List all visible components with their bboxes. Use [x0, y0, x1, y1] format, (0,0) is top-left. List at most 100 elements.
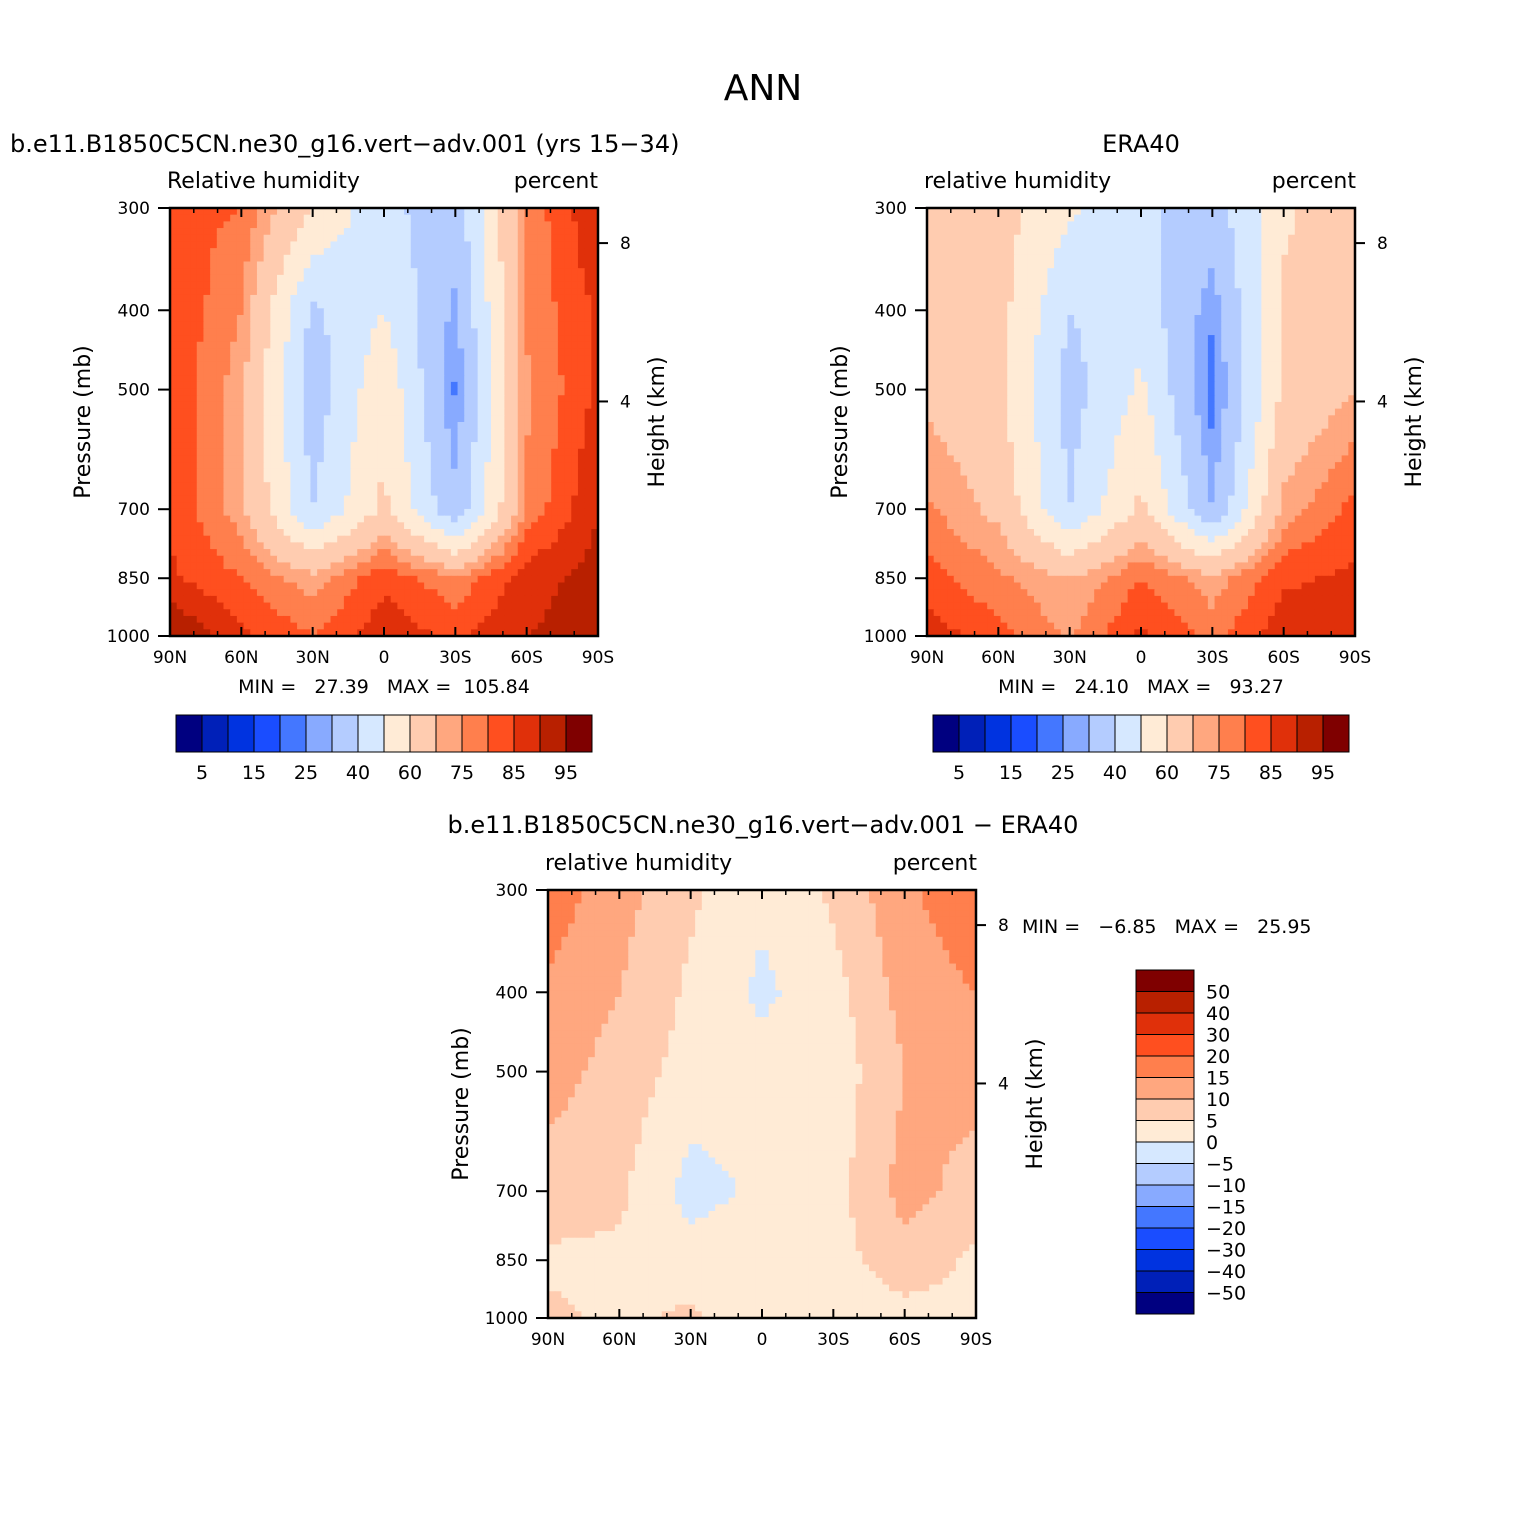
- field-cell: [531, 455, 539, 463]
- field-cell: [980, 214, 988, 222]
- field-cell: [390, 268, 398, 276]
- field-cell: [577, 455, 586, 463]
- field-cell: [183, 562, 191, 570]
- field-cell: [960, 274, 968, 283]
- field-cell: [544, 502, 552, 510]
- field-cell: [310, 301, 318, 309]
- field-cell: [504, 274, 512, 283]
- field-cell: [323, 435, 332, 443]
- field-cell: [564, 274, 572, 283]
- field-cell: [317, 549, 325, 557]
- field-cell: [210, 422, 218, 430]
- field-cell: [397, 488, 405, 497]
- field-cell: [384, 301, 392, 309]
- field-cell: [323, 234, 332, 243]
- field-cell: [953, 214, 962, 222]
- field-cell: [410, 375, 419, 383]
- field-cell: [223, 308, 231, 316]
- field-cell: [330, 448, 338, 457]
- field-cell: [477, 341, 485, 350]
- field-cell: [243, 448, 251, 457]
- field-cell: [390, 535, 398, 543]
- field-cell: [297, 415, 305, 423]
- field-cell: [384, 341, 392, 350]
- field-cell: [330, 515, 338, 523]
- field-cell: [216, 582, 225, 590]
- field-cell: [591, 328, 599, 336]
- field-cell: [1261, 261, 1269, 269]
- field-cell: [1254, 281, 1262, 289]
- field-cell: [584, 208, 592, 216]
- field-cell: [417, 422, 425, 430]
- field-cell: [1328, 228, 1336, 236]
- field-cell: [417, 455, 425, 463]
- field-cell: [424, 535, 432, 543]
- field-cell: [504, 609, 512, 617]
- field-cell: [317, 515, 325, 523]
- field-cell: [357, 221, 365, 229]
- field-cell: [250, 508, 258, 517]
- field-cell: [337, 381, 345, 390]
- field-cell: [450, 428, 459, 436]
- field-cell: [1288, 228, 1296, 236]
- field-cell: [417, 522, 425, 530]
- field-cell: [250, 321, 258, 329]
- field-cell: [940, 288, 948, 296]
- field-cell: [524, 622, 532, 630]
- field-cell: [363, 455, 372, 463]
- field-cell: [337, 361, 345, 370]
- field-cell: [317, 589, 325, 597]
- field-cell: [410, 435, 419, 443]
- field-cell: [190, 294, 198, 303]
- field-cell: [484, 495, 492, 503]
- field-cell: [310, 475, 318, 483]
- field-cell: [297, 502, 305, 510]
- field-cell: [277, 609, 285, 617]
- field-cell: [277, 435, 285, 443]
- field-cell: [484, 448, 492, 457]
- field-cell: [216, 595, 225, 604]
- field-cell: [203, 254, 211, 263]
- field-cell: [1301, 208, 1309, 216]
- field-cell: [210, 562, 218, 570]
- field-cell: [437, 569, 445, 577]
- field-cell: [270, 629, 278, 637]
- field-cell: [477, 502, 485, 510]
- field-cell: [330, 381, 338, 390]
- field-cell: [1127, 274, 1135, 283]
- field-cell: [537, 428, 546, 436]
- field-cell: [537, 529, 546, 537]
- field-cell: [544, 415, 552, 423]
- field-cell: [1174, 268, 1182, 276]
- field-cell: [940, 214, 948, 222]
- field-cell: [1040, 254, 1048, 263]
- field-cell: [223, 341, 231, 350]
- field-cell: [236, 395, 245, 403]
- field-cell: [230, 622, 238, 630]
- field-cell: [524, 361, 532, 370]
- field-cell: [524, 562, 532, 570]
- field-cell: [223, 301, 231, 309]
- field-cell: [450, 562, 459, 570]
- field-cell: [216, 475, 225, 483]
- field-cell: [584, 542, 592, 550]
- field-cell: [437, 355, 445, 363]
- field-cell: [183, 582, 191, 590]
- field-cell: [450, 221, 459, 229]
- field-cell: [384, 462, 392, 470]
- colorbar-swatch: [435, 714, 463, 753]
- field-cell: [216, 589, 225, 597]
- field-cell: [330, 622, 338, 630]
- field-cell: [343, 308, 352, 316]
- field-cell: [263, 522, 271, 530]
- field-cell: [1328, 241, 1336, 249]
- field-cell: [183, 495, 191, 503]
- field-cell: [1321, 234, 1329, 243]
- field-cell: [216, 254, 225, 263]
- field-cell: [377, 415, 385, 423]
- field-cell: [577, 208, 586, 216]
- field-cell: [283, 254, 291, 263]
- field-cell: [384, 549, 392, 557]
- field-cell: [477, 328, 485, 336]
- field-cell: [357, 294, 365, 303]
